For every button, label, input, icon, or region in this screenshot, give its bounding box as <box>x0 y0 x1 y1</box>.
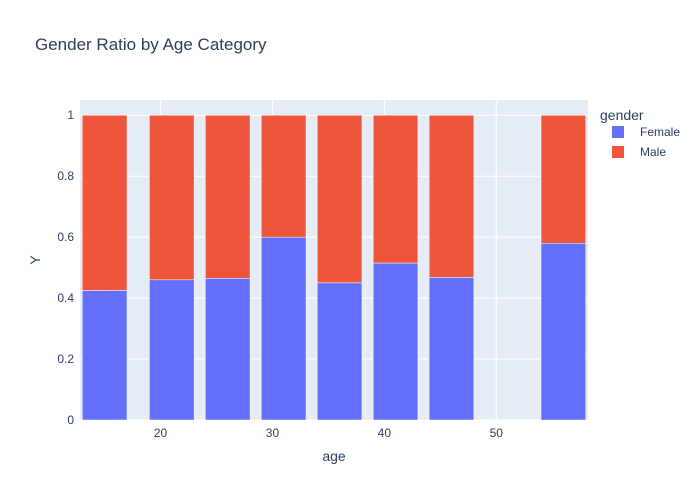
legend-swatch-male <box>612 146 624 158</box>
legend-title: gender <box>600 107 644 123</box>
bar-male <box>372 114 419 264</box>
x-axis-ticks: 20 30 40 50 <box>154 426 503 440</box>
bar-female <box>149 279 195 421</box>
bar-male <box>149 114 195 281</box>
x-tick-label: 50 <box>490 426 504 440</box>
bar-female <box>205 278 251 421</box>
chart-title: Gender Ratio by Age Category <box>35 35 267 54</box>
bar-female <box>540 242 587 421</box>
y-tick-label: 0.6 <box>57 230 74 244</box>
y-axis-ticks: 0 0.2 0.4 0.6 0.8 1 <box>57 108 74 427</box>
x-tick-label: 30 <box>266 426 280 440</box>
legend-swatch-female <box>612 126 624 138</box>
legend-label-female: Female <box>640 125 680 139</box>
y-axis-title: Y <box>27 255 43 265</box>
bar-female <box>316 282 363 421</box>
y-tick-label: 1 <box>67 108 74 122</box>
bar-male <box>428 114 475 278</box>
bar-male <box>540 114 587 244</box>
y-tick-label: 0.2 <box>57 352 74 366</box>
bar-male <box>261 114 307 238</box>
y-tick-label: 0 <box>67 413 74 427</box>
bar-male <box>81 114 128 291</box>
bar-male <box>205 114 251 279</box>
y-tick-label: 0.4 <box>57 291 74 305</box>
y-tick-label: 0.8 <box>57 169 74 183</box>
bar-male <box>316 114 363 284</box>
bars <box>81 114 587 421</box>
x-tick-label: 40 <box>378 426 392 440</box>
legend-label-male: Male <box>640 145 666 159</box>
x-axis-title: age <box>322 448 346 464</box>
bar-female <box>261 236 307 421</box>
bar-female <box>428 277 475 421</box>
x-tick-label: 20 <box>154 426 168 440</box>
legend: gender Female Male <box>600 107 680 159</box>
bar-female <box>81 290 128 421</box>
bar-female <box>372 262 419 421</box>
